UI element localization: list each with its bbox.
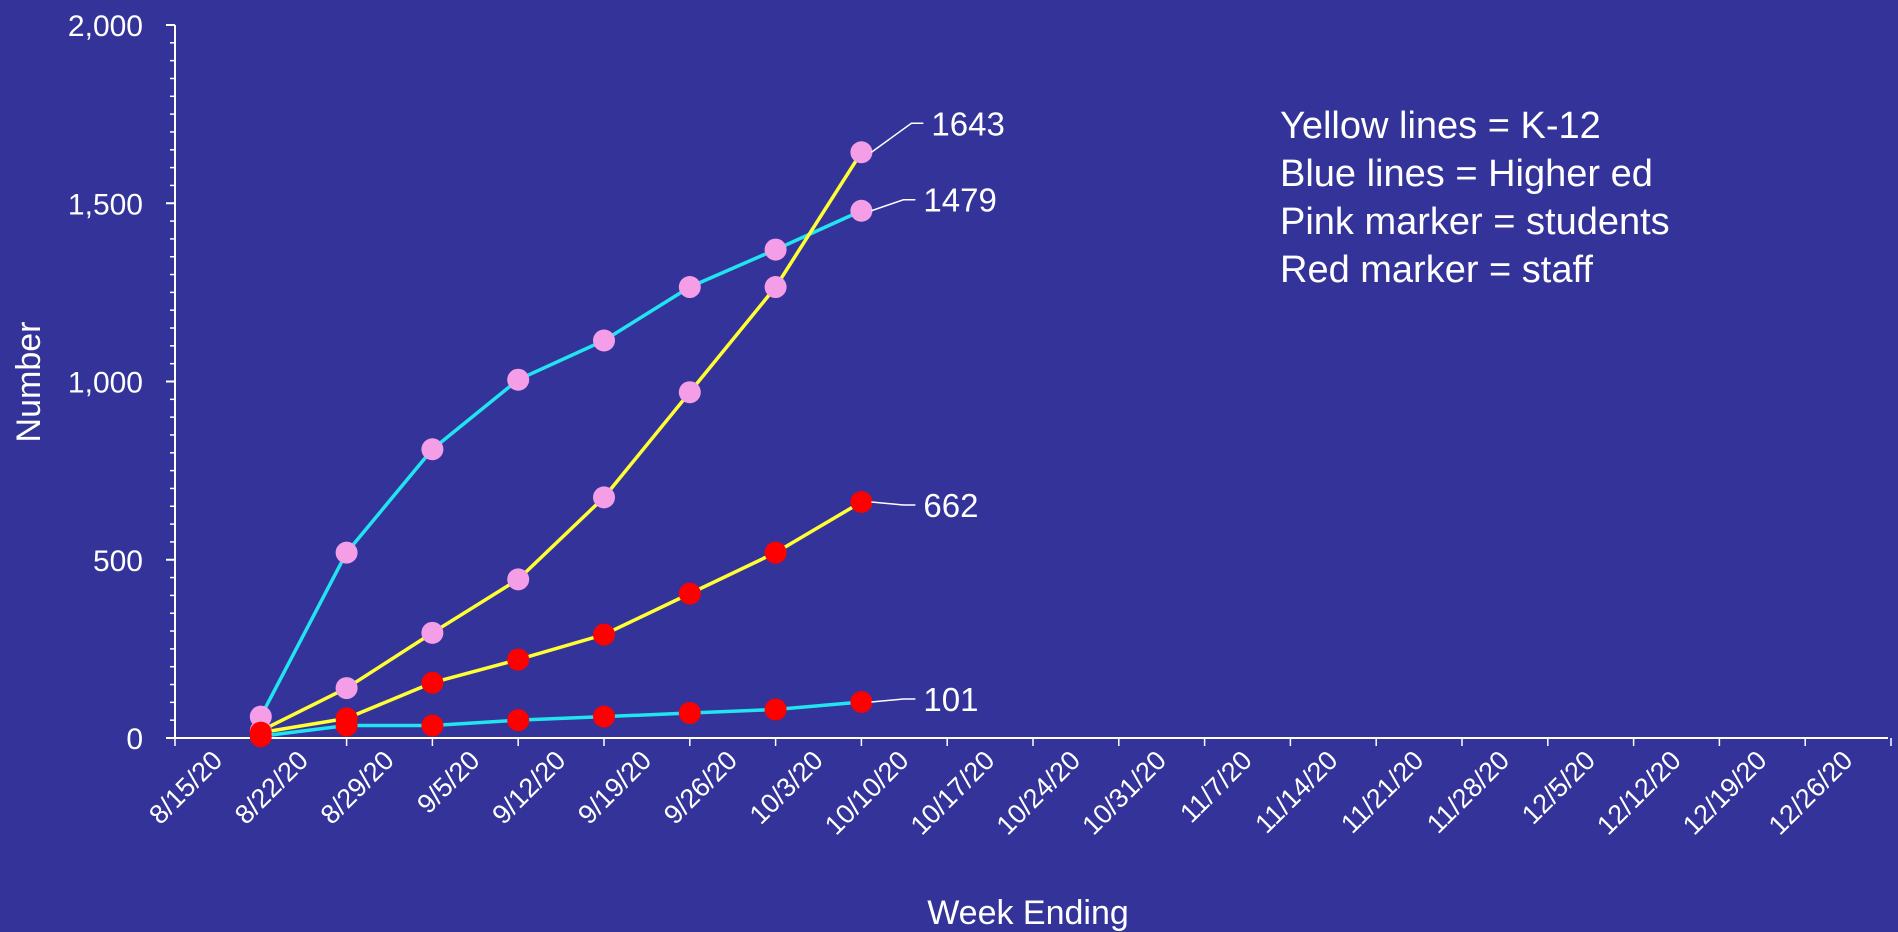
data-point [593,486,615,509]
series-higher-ed-students: 1479 [249,182,997,728]
series-k-12-students: 1643 [249,105,1005,742]
y-tick-label: 500 [93,545,143,578]
data-point [764,238,787,261]
data-label-leader [871,501,916,506]
x-tick-label: 8/29/20 [315,745,400,830]
data-point [421,714,444,737]
x-tick-label: 12/26/20 [1763,745,1859,841]
x-tick-label: 10/31/20 [1076,745,1172,841]
y-axis: 0 500 1,000 1,500 2,000 [68,10,176,756]
x-tick-label: 11/21/20 [1335,745,1429,839]
series-line [260,700,862,738]
x-tick-label: 9/5/20 [411,745,485,819]
series-higher-ed-staff: 101 [249,681,978,748]
x-tick-label: 11/14/20 [1249,745,1343,839]
data-label-leader [871,198,916,212]
data-label: 1643 [931,105,1004,142]
x-tick-label: 9/19/20 [572,745,657,830]
data-point [335,541,358,564]
data-point [593,329,615,352]
x-axis: 8/15/20 8/22/20 8/29/20 9/5/20 9/12/20 9/19/2… [143,737,1892,841]
x-tick-label: 8/15/20 [143,745,228,830]
series-line [260,151,863,733]
data-label: 1479 [923,182,996,219]
data-point [850,199,873,222]
series-layer: 1479 1643 662 101 [249,105,1005,748]
data-point [678,381,701,404]
note-line-higher-ed: Blue lines = Higher ed [1280,153,1653,195]
data-point [249,725,272,748]
x-tick-label: 10/17/20 [905,745,1001,841]
data-label-leader [870,122,924,153]
data-point [678,702,701,725]
data-point [335,677,358,700]
y-tick-label: 2,000 [68,10,143,43]
note-line-k12: Yellow lines = K-12 [1280,105,1601,147]
x-tick-label: 12/19/20 [1677,745,1773,841]
data-point [421,438,444,461]
data-point [421,671,444,694]
y-tick-label: 1,500 [68,188,143,221]
series-line [259,209,863,718]
x-axis-title: Week Ending [927,894,1129,932]
note-line-staff: Red marker = staff [1280,249,1593,291]
x-tick-label: 8/22/20 [229,745,314,830]
data-point [850,690,873,713]
x-tick-label: 10/10/20 [819,745,915,841]
data-label-leader [871,698,916,703]
data-point [507,709,530,732]
x-tick-label: 12/5/20 [1516,745,1601,830]
data-point [507,568,530,591]
x-tick-label: 10/3/20 [744,745,829,830]
chart-notes: Yellow lines = K-12 Blue lines = Higher … [1280,105,1670,291]
data-point [335,714,358,737]
data-point [593,623,615,646]
y-tick-label: 1,000 [68,367,143,400]
x-tick-label: 12/12/20 [1591,745,1687,841]
data-point [678,276,701,299]
data-point [764,698,787,721]
data-point [507,648,530,671]
note-line-students: Pink marker = students [1280,201,1670,243]
x-tick-label: 9/26/20 [658,745,743,830]
data-point [678,582,701,605]
data-point [850,141,873,164]
data-point [593,705,615,728]
data-label: 662 [923,487,978,524]
data-label: 101 [923,681,978,718]
x-tick-label: 10/24/20 [991,745,1087,841]
data-point [764,276,787,299]
x-tick-label: 9/12/20 [486,745,571,830]
data-point [421,621,444,644]
data-point [850,490,873,513]
y-tick-label: 0 [126,723,143,756]
y-axis-title: Number [10,322,48,443]
data-point [507,368,530,391]
x-tick-label: 11/28/20 [1421,745,1515,839]
series-line [260,500,863,735]
data-point [764,541,787,564]
x-tick-label: 11/7/20 [1174,745,1258,829]
